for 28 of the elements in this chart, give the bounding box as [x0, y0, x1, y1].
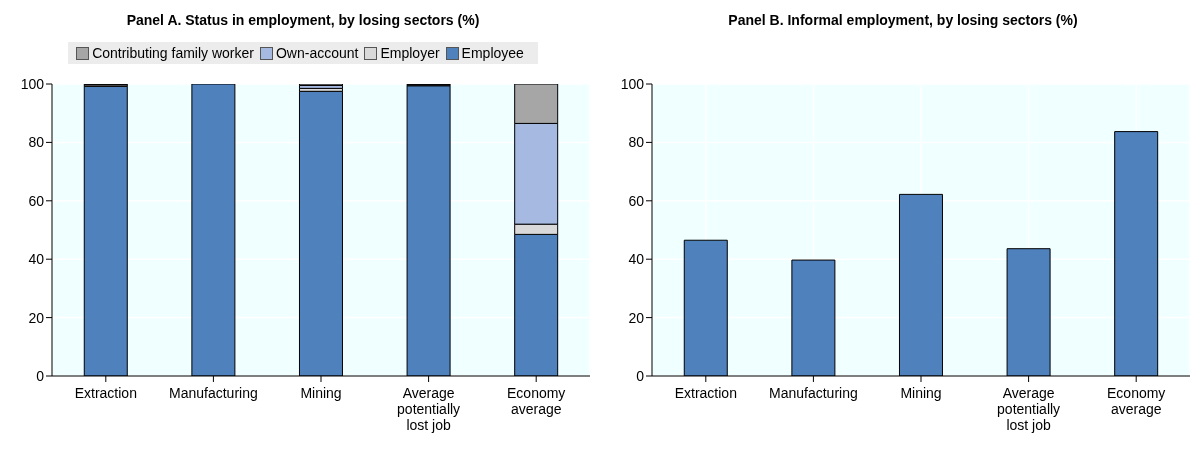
x-tick-label: Economy average [507, 385, 566, 417]
x-tick-label: Economy average [1107, 385, 1166, 417]
legend-label: Employer [379, 45, 440, 61]
chart-title: Panel B. Informal employment, by losing sectors (%) [728, 12, 1078, 30]
chart-title: Panel A. Status in employment, by losing sectors (%) [126, 12, 480, 30]
x-tick-label: Extraction [74, 385, 137, 401]
x-tick-label: Average potentially lost job [997, 385, 1061, 433]
y-tick-label: 80 [628, 134, 645, 151]
y-tick-label: 60 [628, 192, 645, 209]
y-tick-label: 60 [28, 192, 45, 209]
y-tick-label: 0 [36, 367, 45, 384]
x-tick-label: Average potentially lost job [397, 385, 461, 433]
x-tick-label: Extraction [674, 385, 737, 401]
y-tick-label: 40 [628, 251, 645, 268]
y-tick-label: 20 [628, 309, 645, 326]
y-tick-label: 0 [636, 367, 645, 384]
x-tick-label: Mining [900, 385, 942, 401]
y-tick-label: 40 [28, 251, 45, 268]
y-tick-label: 100 [20, 75, 45, 92]
legend-label: Employee [460, 45, 524, 61]
y-tick-label: 20 [28, 309, 45, 326]
x-tick-label: Manufacturing [769, 385, 858, 401]
y-tick-label: 100 [620, 75, 645, 92]
y-tick-label: 80 [28, 134, 45, 151]
legend-label: Contributing family worker [91, 45, 254, 61]
x-tick-label: Mining [300, 385, 342, 401]
x-tick-label: Manufacturing [169, 385, 258, 401]
legend-label: Own-account [274, 45, 359, 61]
